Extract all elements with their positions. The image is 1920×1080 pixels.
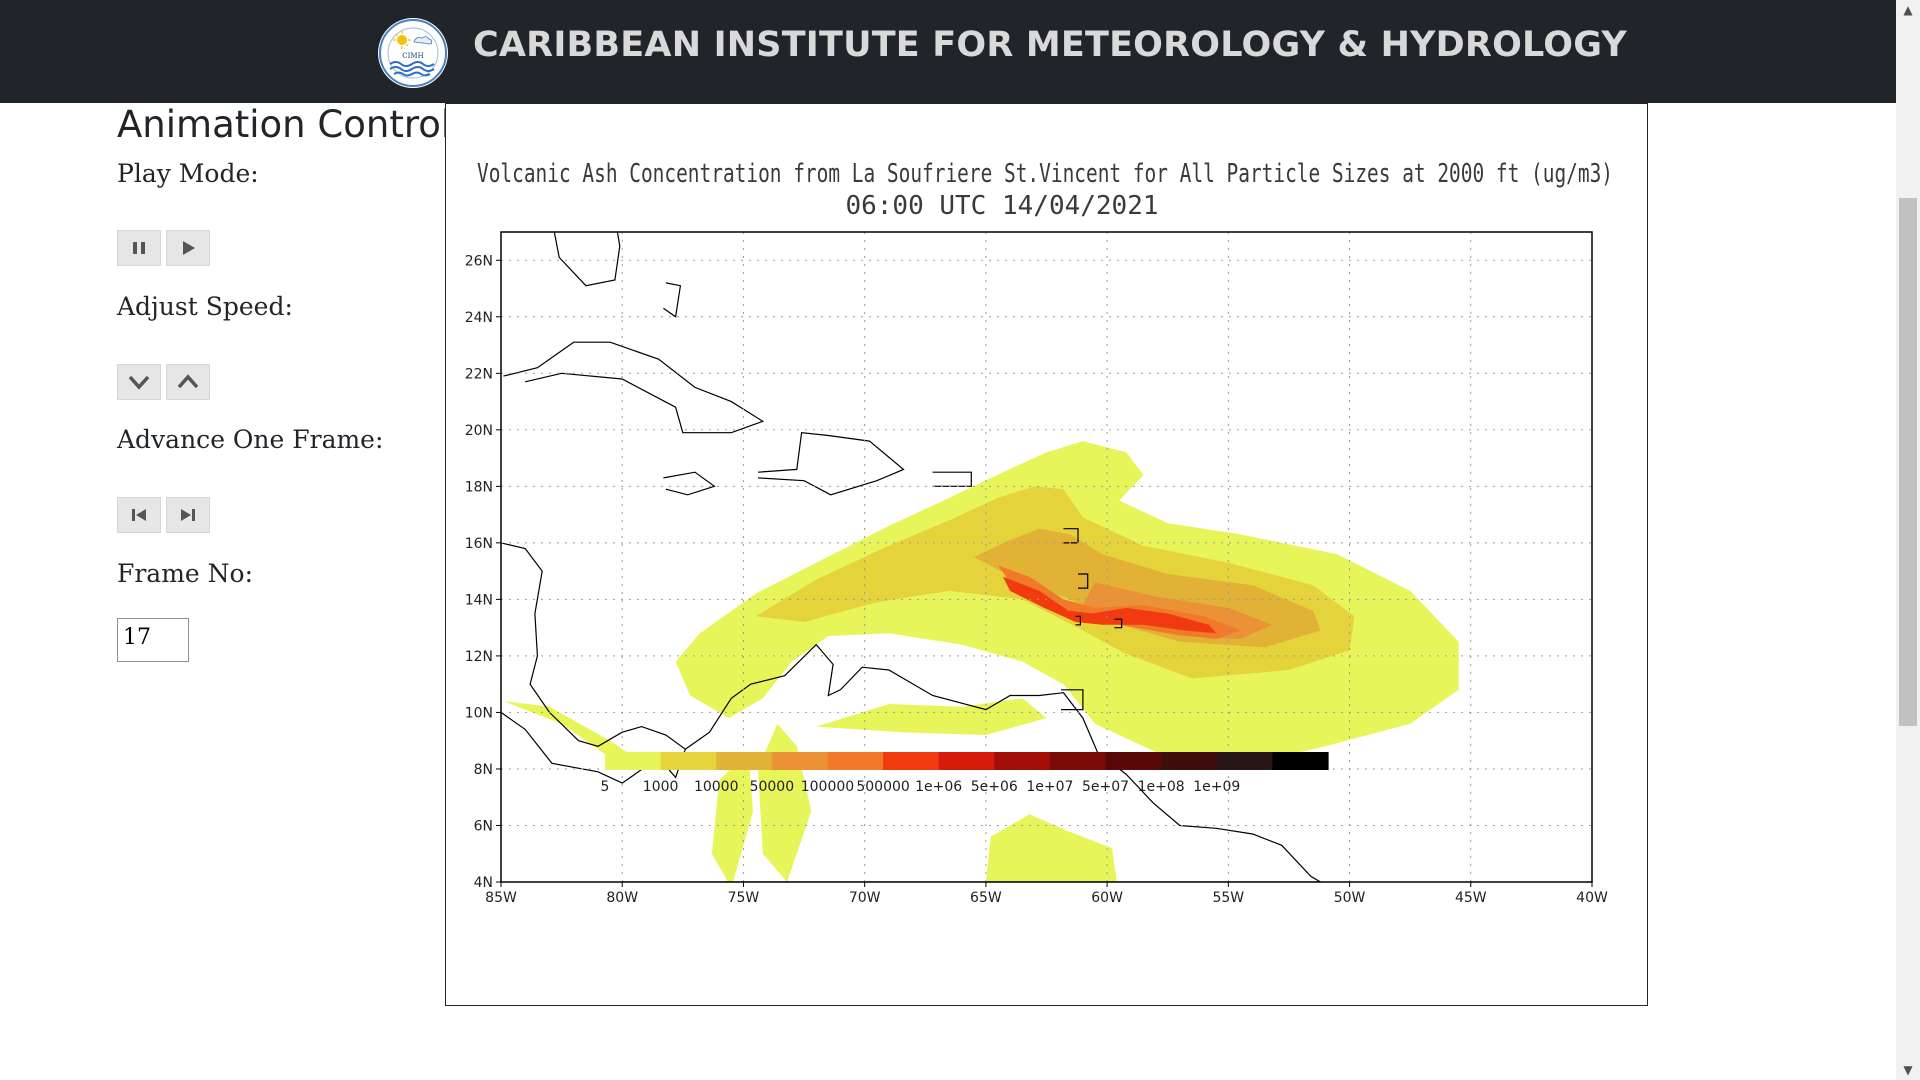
x-tick-label-85w: 85W [485, 890, 517, 906]
colorbar-label-2: 10000 [694, 779, 739, 795]
x-tick-label-65w: 65W [970, 890, 1002, 906]
y-tick-label-8n: 8N [474, 762, 493, 778]
previous-frame-button[interactable] [117, 497, 161, 533]
speed-down-button[interactable] [117, 364, 161, 400]
speed-up-button[interactable] [166, 364, 210, 400]
coast-martinique [1078, 573, 1089, 589]
colorbar-swatch-11 [1216, 752, 1273, 770]
x-tick-label-50w: 50W [1334, 890, 1366, 906]
colorbar-label-7: 5e+06 [971, 779, 1018, 795]
colorbar-swatch-3 [771, 752, 829, 770]
colorbar-label-3: 50000 [750, 779, 795, 795]
coast-st-vincent [1075, 615, 1082, 626]
colorbar-label-4: 100000 [801, 779, 854, 795]
coast-puerto-rico [932, 471, 972, 487]
coast-hispaniola [757, 432, 905, 496]
play-icon [183, 241, 195, 255]
y-tick-label-20n: 20N [465, 423, 493, 439]
colorbar-swatch-12 [1272, 752, 1329, 770]
animation-controls-heading: Animation Controls [117, 103, 471, 146]
frame-number-input[interactable]: 17 [117, 618, 189, 662]
coast-florida [553, 232, 621, 287]
ash-map-frame: Volcanic Ash Concentration from La Soufr… [445, 103, 1648, 1006]
skip-back-icon [132, 509, 146, 521]
play-button[interactable] [166, 230, 210, 266]
next-frame-button[interactable] [166, 497, 210, 533]
y-tick-label-4n: 4N [474, 875, 493, 891]
colorbar-swatch-4 [827, 752, 884, 770]
x-tick-label-80w: 80W [606, 890, 638, 906]
svg-text:CIMH: CIMH [402, 52, 423, 60]
y-tick-label-6n: 6N [474, 818, 493, 834]
chevron-down-icon [128, 375, 150, 390]
x-tick-label-45w: 45W [1455, 890, 1487, 906]
cimh-logo[interactable]: CIMH [378, 18, 448, 88]
scroll-down-icon[interactable]: ▼ [1903, 1063, 1913, 1077]
pause-icon [133, 242, 145, 254]
y-tick-label-10n: 10N [465, 705, 493, 721]
ash-plume [503, 441, 1459, 882]
chevron-up-icon [177, 374, 199, 389]
colorbar-swatch-0 [605, 752, 662, 770]
y-tick-label-26n: 26N [465, 253, 493, 269]
colorbar-label-11: 1e+09 [1193, 779, 1240, 795]
plume-patch-colombia [711, 752, 754, 882]
y-tick-label-22n: 22N [465, 366, 493, 382]
map-axes: 85W 80W 75W 70W 65W 60W 55W 50W 45W 40W 26N 24N 22N 2… [465, 253, 1608, 906]
site-header: CIMH CARIBBEAN INSTITUTE FOR METEOROLOGY… [0, 0, 1896, 103]
scroll-up-icon[interactable]: ▲ [1903, 3, 1913, 17]
scrollbar-thumb[interactable] [1899, 198, 1917, 726]
colorbar-swatch-10 [1161, 752, 1218, 770]
colorbar-swatch-2 [716, 752, 773, 770]
colorbar-label-1: 1000 [643, 779, 679, 795]
x-tick-label-70w: 70W [849, 890, 881, 906]
colorbar-label-0: 5 [601, 779, 610, 795]
coast-andros [663, 282, 682, 318]
colorbar-swatch-1 [660, 752, 717, 770]
y-tick-label-18n: 18N [465, 479, 493, 495]
x-tick-label-60w: 60W [1091, 890, 1123, 906]
colorbar-label-9: 5e+07 [1082, 779, 1129, 795]
y-tick-label-16n: 16N [465, 536, 493, 552]
coast-cuba [503, 341, 765, 434]
y-tick-label-24n: 24N [465, 310, 493, 326]
colorbar: 5 1000 10000 50000 100000 500000 1e+06 5e+06 1e+… [601, 752, 1329, 795]
play-mode-label: Play Mode: [117, 159, 259, 188]
x-tick-label-55w: 55W [1212, 890, 1244, 906]
coast-central-america [501, 542, 687, 784]
x-tick-label-40w: 40W [1576, 890, 1608, 906]
chart-subtitle: 06:00 UTC 14/04/2021 [845, 191, 1158, 221]
advance-frame-label: Advance One Frame: [117, 425, 384, 454]
skip-forward-icon [181, 509, 195, 521]
site-title: CARIBBEAN INSTITUTE FOR METEOROLOGY & HY… [473, 25, 1627, 65]
colorbar-swatch-6 [938, 752, 995, 770]
plume-patch-venezuela [985, 814, 1117, 882]
coast-jamaica [663, 471, 716, 496]
x-tick-label-75w: 75W [728, 890, 760, 906]
plume-band-500000 [1002, 576, 1217, 634]
coast-northern-sa [622, 643, 1322, 882]
coastlines [501, 232, 1322, 882]
colorbar-label-5: 500000 [856, 779, 909, 795]
colorbar-label-10: 1e+08 [1138, 779, 1185, 795]
chart-title: Volcanic Ash Concentration from La Soufr… [477, 159, 1613, 189]
coast-barbados [1114, 618, 1123, 629]
coast-trinidad [1061, 689, 1084, 711]
plume-patch-maracaibo [758, 723, 812, 882]
ash-concentration-map: Volcanic Ash Concentration from La Soufr… [465, 159, 1613, 906]
colorbar-swatch-9 [1105, 752, 1162, 770]
y-tick-label-12n: 12N [465, 649, 493, 665]
frame-number-label: Frame No: [117, 559, 253, 588]
colorbar-swatch-5 [883, 752, 940, 770]
colorbar-swatch-8 [1049, 752, 1107, 770]
cimh-logo-graphic: CIMH [379, 19, 447, 87]
colorbar-swatch-7 [994, 752, 1051, 770]
colorbar-label-6: 1e+06 [915, 779, 962, 795]
plot-border [500, 231, 1593, 883]
y-tick-label-14n: 14N [465, 592, 493, 608]
plume-patch-coast [816, 698, 1047, 735]
pause-button[interactable] [117, 230, 161, 266]
colorbar-label-8: 1e+07 [1026, 779, 1073, 795]
adjust-speed-label: Adjust Speed: [117, 292, 293, 321]
